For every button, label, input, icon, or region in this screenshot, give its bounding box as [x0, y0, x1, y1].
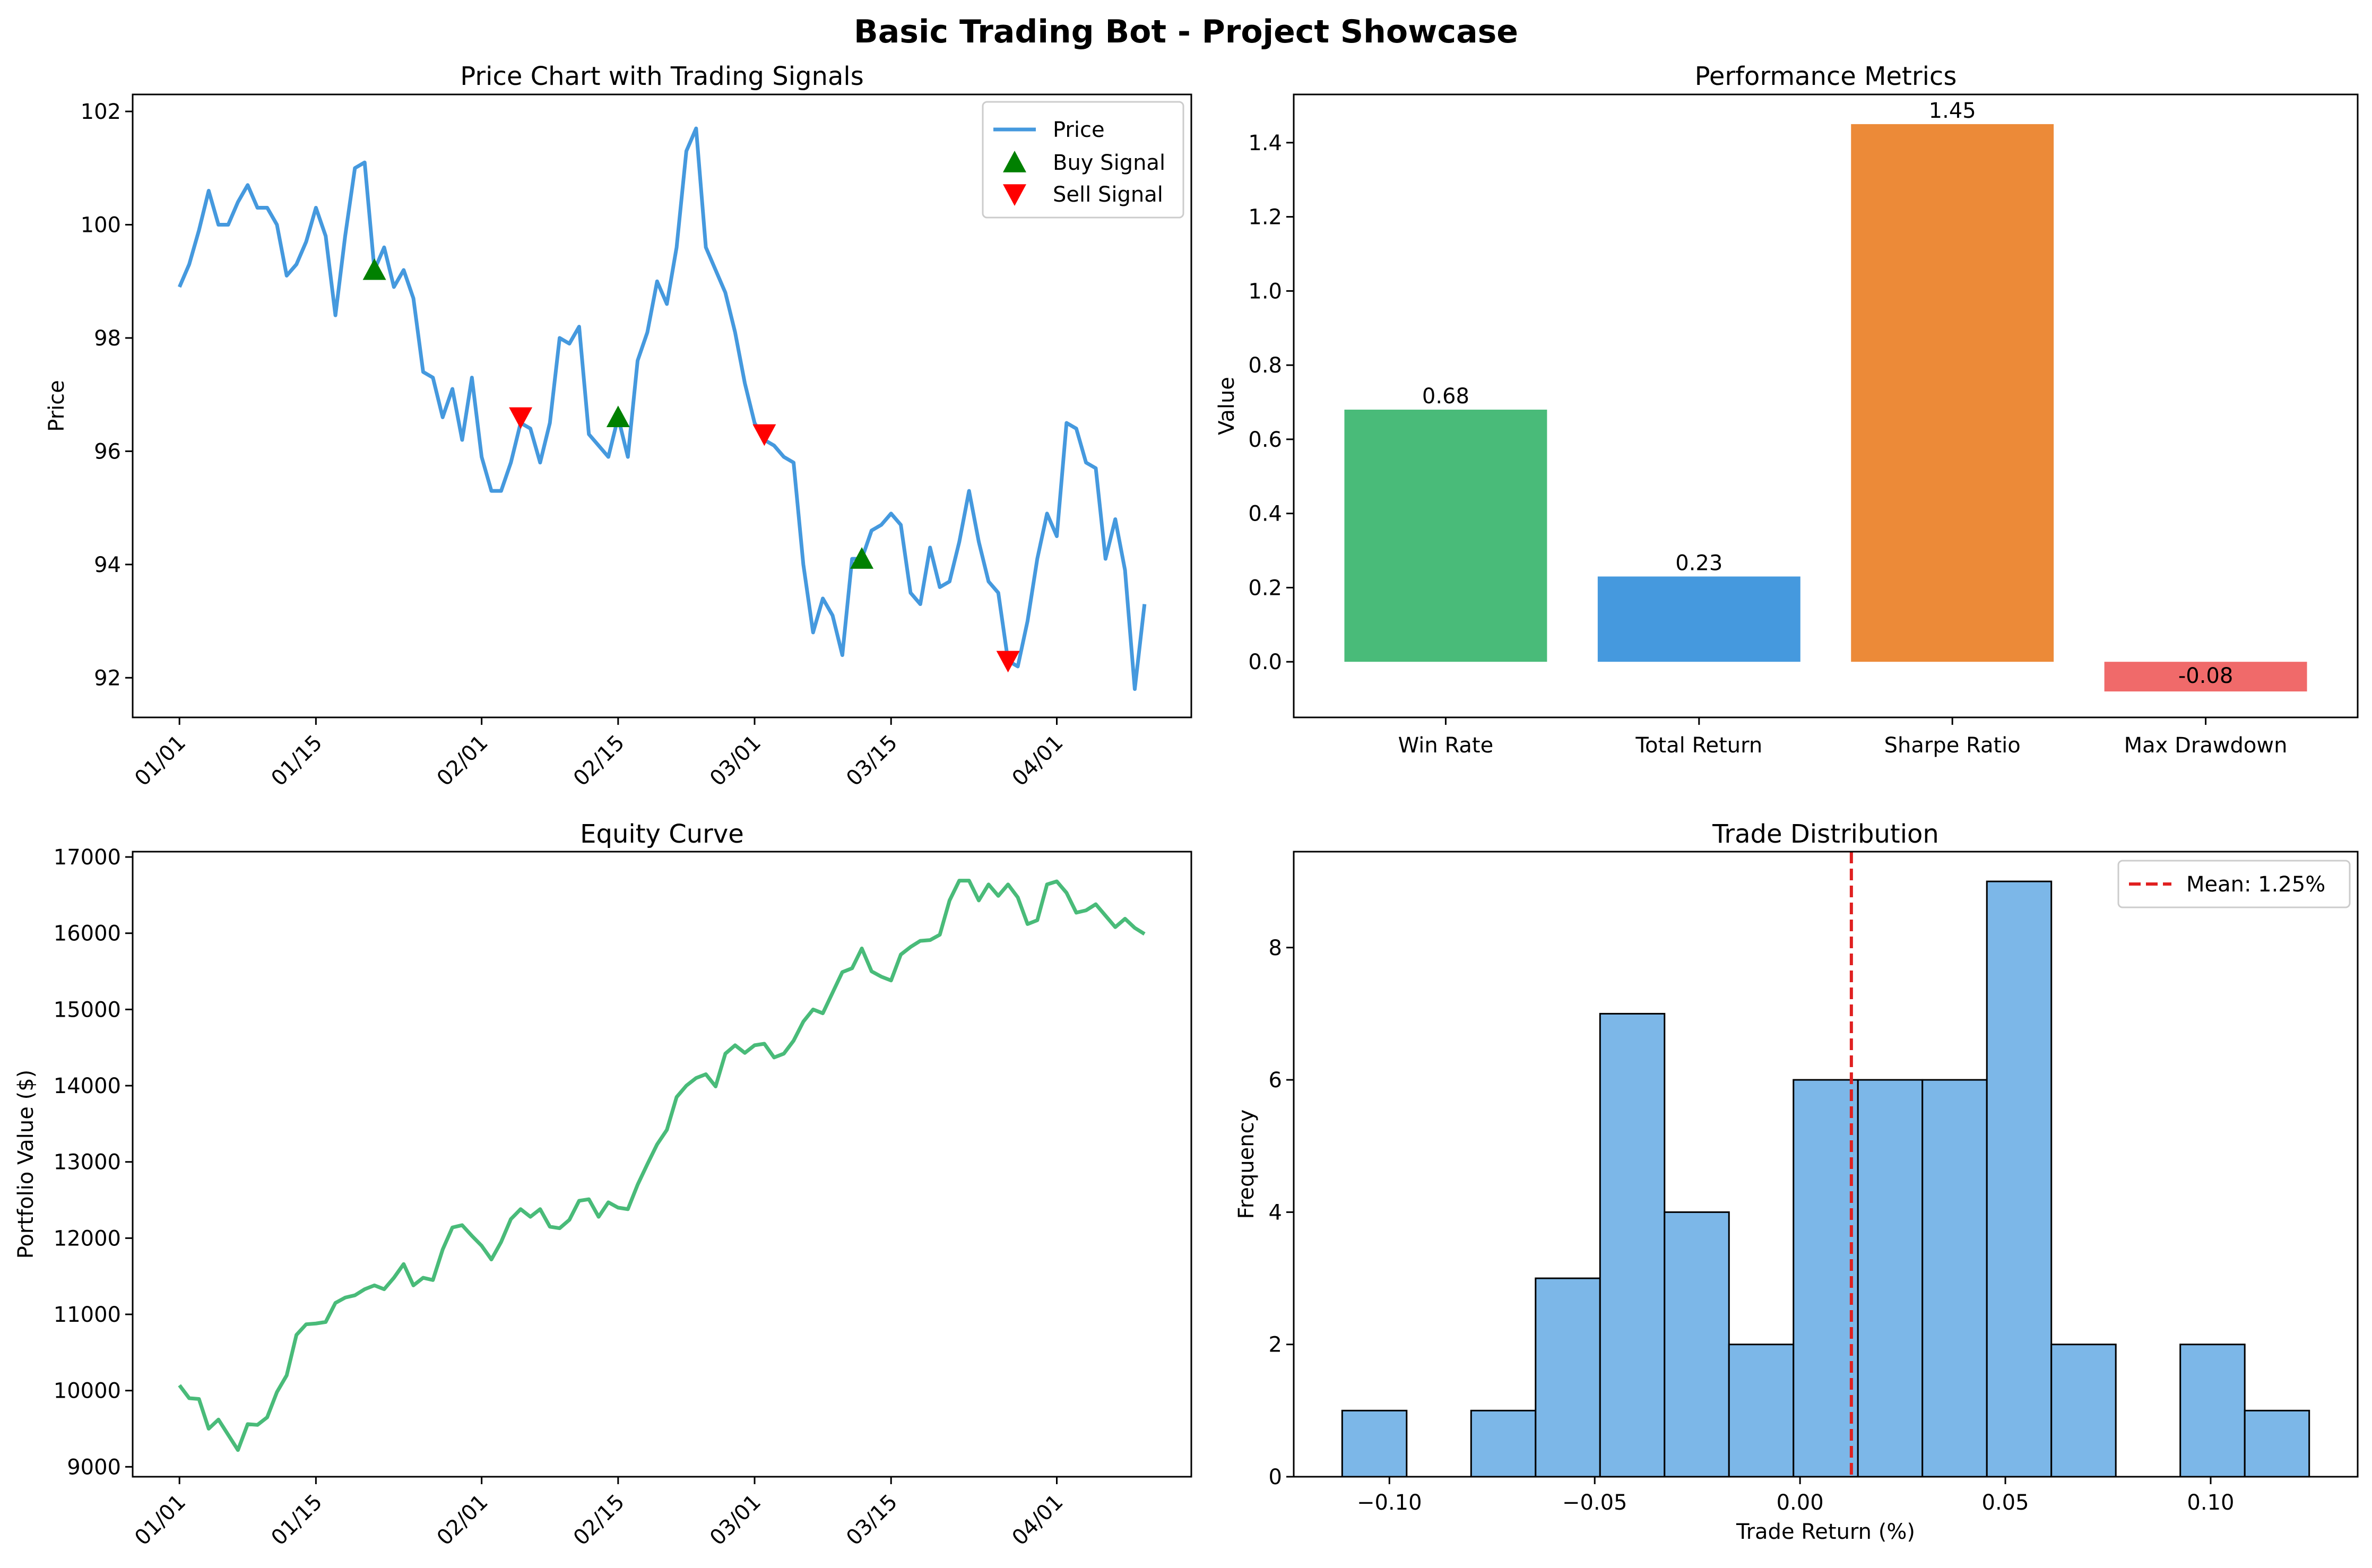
y-tick-label: 96: [94, 439, 121, 464]
y-tick-label: 1.2: [1248, 205, 1282, 230]
y-tick-label: 14000: [54, 1074, 121, 1098]
histogram-bar: [2050, 1344, 2117, 1478]
x-tick-label: −0.10: [1357, 1491, 1422, 1515]
performance-metrics-panel: Performance Metrics Value 0.68 Win Rate 0.23…: [1215, 62, 2359, 758]
y-tick-label: 0.0: [1248, 650, 1282, 674]
histogram-bar: [1986, 880, 2053, 1478]
y-tick-label: 16000: [54, 922, 121, 946]
metric-bar: [1851, 124, 2054, 662]
trade-distribution-panel: Trade Distribution Frequency 0 2 4 6 8 −0.10 −0.…: [1234, 819, 2359, 1544]
y-axis-label: Value: [1215, 377, 1239, 435]
y-tick-label: 1.0: [1248, 279, 1282, 304]
sell-signal-marker: [509, 407, 533, 429]
panel-title: Price Chart with Trading Signals: [460, 62, 863, 91]
y-tick-label: 8: [1269, 936, 1282, 960]
bar-value-label: 0.68: [1422, 384, 1469, 409]
axes-frame: [1293, 851, 2359, 1478]
legend-label: Price: [1053, 118, 1105, 142]
y-tick-label: 17000: [54, 845, 121, 870]
legend-label: Buy Signal: [1053, 151, 1165, 175]
x-axis-label: Trade Return (%): [1736, 1520, 1915, 1544]
y-tick-label: 100: [81, 213, 121, 237]
metric-bar: [1597, 576, 1800, 662]
histogram-bar: [1857, 1079, 1924, 1478]
y-tick-label: 0.4: [1248, 502, 1282, 526]
buy-signal-marker: [362, 258, 386, 280]
axes-frame: [1293, 93, 2359, 718]
y-tick-label: 15000: [54, 998, 121, 1022]
y-tick-label: 13000: [54, 1150, 121, 1175]
y-tick-label: 0.8: [1248, 353, 1282, 378]
sell-signal-marker: [996, 651, 1020, 673]
y-tick-label: 0: [1269, 1465, 1282, 1489]
panel-title: Equity Curve: [580, 819, 744, 849]
legend-buy-swatch: [1003, 151, 1026, 172]
equity-line: [178, 879, 1146, 1452]
histogram-bar: [1535, 1277, 1601, 1478]
x-tick-label: −0.05: [1562, 1491, 1627, 1515]
y-tick-label: 94: [94, 553, 121, 577]
x-tick-label: Win Rate: [1398, 733, 1494, 758]
histogram-bar: [1664, 1211, 1730, 1478]
metric-bar: [2104, 662, 2307, 692]
x-tick-label: Total Return: [1635, 733, 1762, 758]
histogram-bar: [1599, 1012, 1666, 1478]
x-tick-label: 0.10: [2187, 1491, 2234, 1515]
price-line: [177, 126, 1147, 691]
y-tick-label: 6: [1269, 1068, 1282, 1093]
y-tick-label: 92: [94, 666, 121, 690]
x-tick-label: 0.00: [1777, 1491, 1824, 1515]
y-tick-label: 12000: [54, 1226, 121, 1251]
histogram-bar: [2179, 1344, 2246, 1478]
legend-label: Mean: 1.25%: [2186, 872, 2325, 897]
metric-bar: [1344, 409, 1547, 662]
y-axis-label: Portfolio Value ($): [14, 1070, 38, 1259]
y-axis-label: Price: [45, 380, 69, 432]
sell-signal-marker: [752, 424, 776, 446]
y-tick-label: 1.4: [1248, 131, 1282, 155]
panel-title: Trade Distribution: [1712, 819, 1939, 849]
bar-value-label: -0.08: [2178, 664, 2234, 688]
histogram-bar: [1921, 1079, 1988, 1478]
y-tick-label: 102: [81, 100, 121, 124]
y-tick-label: 98: [94, 326, 121, 351]
axes-frame: [132, 851, 1192, 1478]
x-tick-label: 0.05: [1982, 1491, 2029, 1515]
figure-title: Basic Trading Bot - Project Showcase: [854, 13, 1518, 50]
y-axis-label: Frequency: [1234, 1110, 1259, 1219]
panel-title: Performance Metrics: [1695, 62, 1957, 91]
histogram-bar: [1728, 1344, 1795, 1478]
histogram-bar: [2244, 1409, 2310, 1478]
x-tick-label: Sharpe Ratio: [1884, 733, 2021, 758]
x-tick-label: Max Drawdown: [2124, 733, 2288, 758]
legend-sell-swatch: [1003, 184, 1026, 206]
legend-box: [2117, 860, 2351, 908]
histogram-bar: [1341, 1409, 1408, 1478]
y-tick-label: 0.6: [1248, 428, 1282, 452]
legend-label: Sell Signal: [1053, 183, 1163, 207]
y-tick-label: 11000: [54, 1303, 121, 1327]
bar-value-label: 0.23: [1675, 551, 1722, 575]
y-tick-label: 10000: [54, 1379, 121, 1404]
bar-value-label: 1.45: [1929, 99, 1976, 123]
histogram-bar: [1793, 1079, 1859, 1478]
y-tick-label: 9000: [67, 1455, 121, 1479]
histogram-bar: [1470, 1409, 1537, 1478]
buy-signal-marker: [850, 547, 874, 569]
y-tick-label: 2: [1269, 1333, 1282, 1357]
y-tick-label: 0.2: [1248, 576, 1282, 600]
buy-signal-marker: [606, 405, 630, 428]
axes-frame: [132, 93, 1192, 718]
y-tick-label: 4: [1269, 1200, 1282, 1225]
